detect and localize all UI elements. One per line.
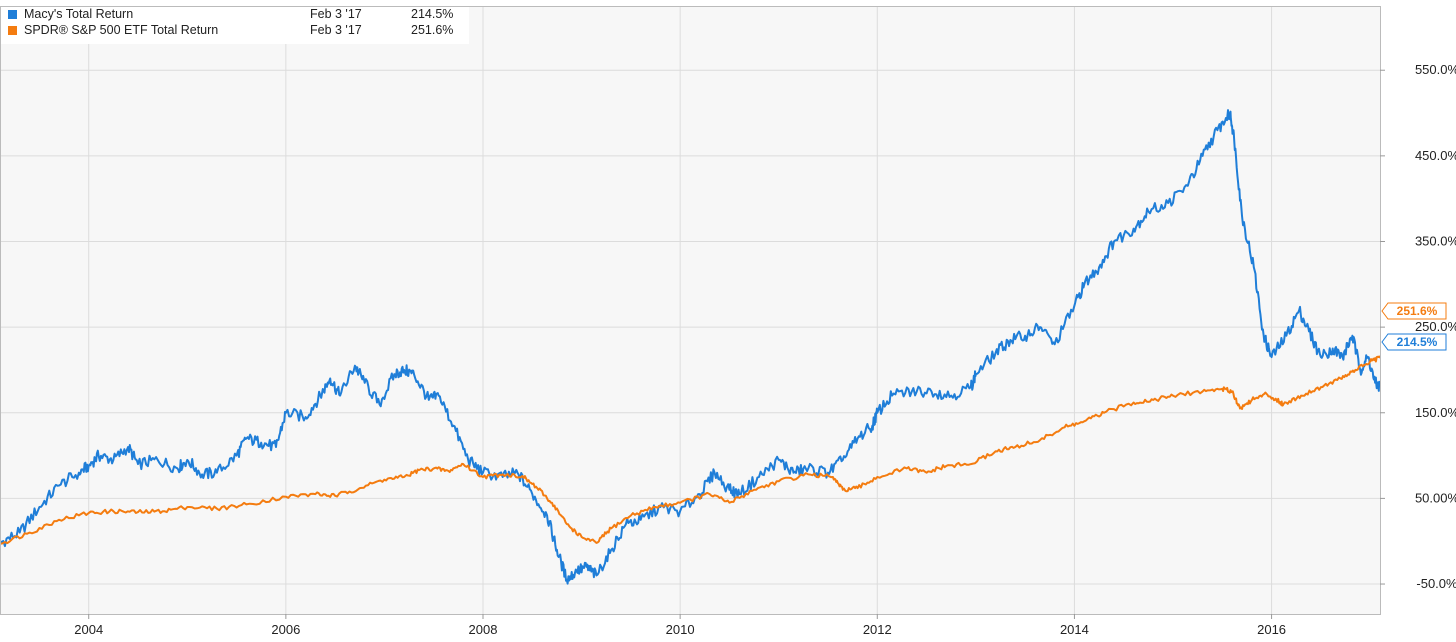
legend-value: 214.5% — [411, 7, 453, 21]
x-tick-label: 2014 — [1060, 622, 1089, 637]
end-value-tag-label: 214.5% — [1397, 335, 1438, 349]
end-value-tag-box — [1381, 302, 1447, 320]
y-tick-label: 150.0% — [1415, 405, 1456, 420]
y-tick-label: 450.0% — [1415, 148, 1456, 163]
y-tick-label: -50.0% — [1416, 576, 1456, 591]
end-value-tags: 251.6% 214.5% — [1381, 302, 1447, 351]
plot-background — [0, 6, 1380, 614]
end-value-tag: 251.6% — [1381, 302, 1447, 320]
x-tick-label: 2010 — [666, 622, 695, 637]
x-tick-label: 2004 — [74, 622, 103, 637]
legend-swatch — [8, 26, 17, 35]
x-tick-label: 2006 — [271, 622, 300, 637]
y-tick-label: 50.00% — [1415, 490, 1456, 505]
x-tick-label: 2016 — [1257, 622, 1286, 637]
y-tick-label: 550.0% — [1415, 62, 1456, 77]
legend: Macy's Total Return Feb 3 '17 214.5% SPDR® … — [1, 7, 469, 44]
plot-border — [0, 6, 1381, 615]
legend-background — [1, 7, 469, 44]
legend-row: Macy's Total Return Feb 3 '17 214.5% — [8, 7, 453, 21]
series-line — [0, 109, 1381, 585]
end-value-tag: 214.5% — [1381, 333, 1447, 351]
legend-value: 251.6% — [411, 23, 453, 37]
legend-date: Feb 3 '17 — [310, 7, 362, 21]
end-value-tag-box — [1381, 333, 1447, 351]
legend-date: Feb 3 '17 — [310, 23, 362, 37]
legend-series-name: Macy's Total Return — [24, 7, 133, 21]
y-axis: -50.0% 50.00% 150.0% 250.0% 350.0% 450.0% 550.… — [1380, 62, 1456, 591]
x-axis: 2004 2006 2008 2010 2012 2014 2016 — [74, 614, 1286, 637]
x-tick-label: 2012 — [863, 622, 892, 637]
y-tick-label: 350.0% — [1415, 233, 1456, 248]
series-line — [0, 355, 1381, 545]
legend-row: SPDR® S&P 500 ETF Total Return Feb 3 '17 2… — [8, 23, 453, 37]
grid — [0, 6, 1380, 614]
series-lines — [0, 109, 1381, 585]
end-value-tag-label: 251.6% — [1397, 304, 1438, 318]
x-tick-label: 2008 — [469, 622, 498, 637]
y-tick-label: 250.0% — [1415, 319, 1456, 334]
legend-series-name: SPDR® S&P 500 ETF Total Return — [24, 23, 218, 37]
legend-swatch — [8, 10, 17, 19]
